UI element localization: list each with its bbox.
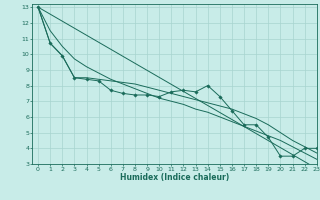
X-axis label: Humidex (Indice chaleur): Humidex (Indice chaleur) [120,173,229,182]
